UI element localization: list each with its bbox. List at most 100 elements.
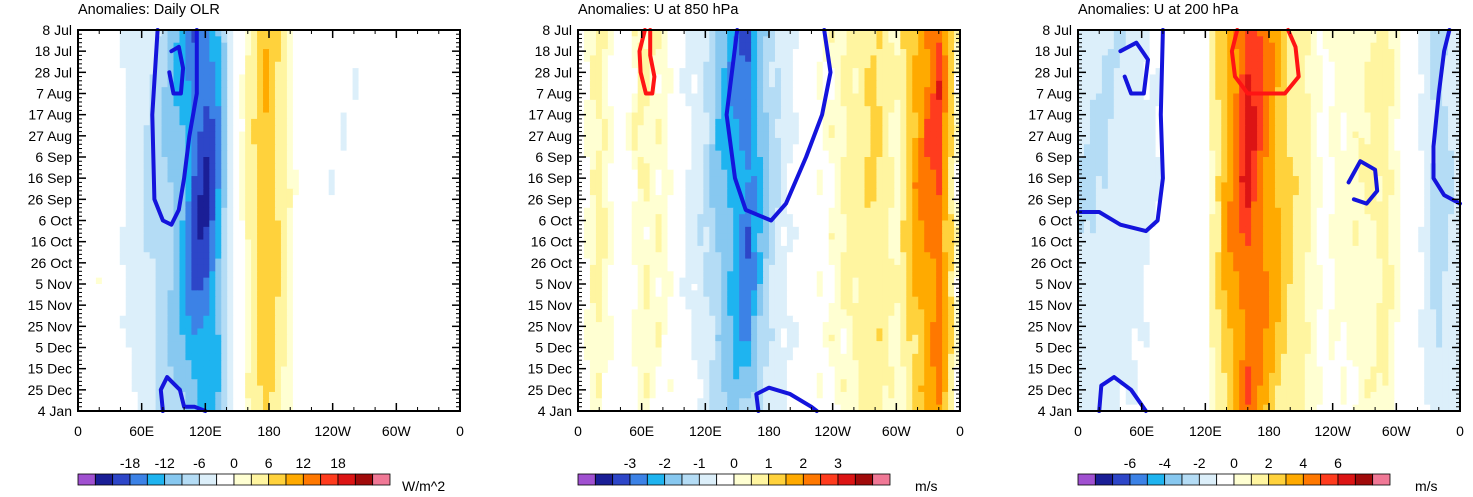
heatmap-cell xyxy=(83,87,91,95)
heatmap-cell xyxy=(346,385,354,393)
heatmap-cell xyxy=(95,99,103,107)
heatmap-cell xyxy=(364,125,372,133)
heatmap-cell xyxy=(936,42,943,50)
heatmap-cell xyxy=(125,42,133,50)
heatmap-cell xyxy=(292,201,300,209)
colorbar-box xyxy=(112,473,131,486)
heatmap-cell xyxy=(406,341,413,349)
heatmap-cell xyxy=(191,315,198,323)
heatmap-cell xyxy=(191,226,198,234)
heatmap-cell xyxy=(161,353,169,361)
heatmap-cell xyxy=(179,360,187,368)
heatmap-cell xyxy=(274,226,282,234)
heatmap-cell xyxy=(286,277,294,285)
heatmap-cell xyxy=(328,169,336,177)
heatmap-cell xyxy=(257,245,264,253)
heatmap-cell xyxy=(107,258,115,266)
heatmap-cell xyxy=(167,353,175,361)
heatmap-cell xyxy=(310,366,318,374)
heatmap-cell xyxy=(685,42,693,50)
heatmap-cell xyxy=(221,157,228,164)
heatmap-cell xyxy=(101,277,109,285)
heatmap-cell xyxy=(292,328,300,336)
heatmap-cell xyxy=(448,106,455,114)
heatmap-cell xyxy=(125,245,133,253)
heatmap-cell xyxy=(340,290,348,298)
heatmap-cell xyxy=(322,271,330,279)
heatmap-cell xyxy=(631,106,639,114)
heatmap-cell xyxy=(197,99,204,107)
heatmap-cell xyxy=(667,99,675,107)
heatmap-cell xyxy=(125,271,133,279)
heatmap-cell xyxy=(274,404,282,412)
colorbar-box xyxy=(77,473,96,486)
heatmap-cell xyxy=(822,106,830,114)
heatmap-cell xyxy=(406,252,413,260)
heatmap-cell xyxy=(322,207,330,215)
heatmap-cell xyxy=(852,99,860,107)
heatmap-cell xyxy=(400,30,407,37)
heatmap-cell xyxy=(322,353,330,361)
heatmap-cell xyxy=(78,404,85,412)
heatmap-cell xyxy=(388,169,395,177)
heatmap-cell xyxy=(292,195,300,203)
heatmap-cell xyxy=(251,264,258,272)
heatmap-cell xyxy=(364,290,372,298)
heatmap-cell xyxy=(739,99,746,107)
heatmap-cell xyxy=(78,157,85,164)
heatmap-cell xyxy=(430,188,437,196)
heatmap-cell xyxy=(376,290,384,298)
heatmap-cell xyxy=(89,201,97,209)
heatmap-cell xyxy=(352,118,360,126)
heatmap-cell xyxy=(595,61,603,69)
heatmap-cell xyxy=(786,61,794,69)
heatmap-cell xyxy=(906,42,913,50)
heatmap-cell xyxy=(430,163,437,171)
heatmap-cell xyxy=(173,188,181,196)
heatmap-cell xyxy=(340,93,348,101)
heatmap-cell xyxy=(203,220,210,228)
heatmap-cell xyxy=(215,106,222,114)
heatmap-cell xyxy=(215,150,222,158)
heatmap-cell xyxy=(78,398,85,406)
heatmap-cell xyxy=(763,106,770,114)
heatmap-cell xyxy=(209,366,216,374)
heatmap-cell xyxy=(739,36,746,44)
heatmap-cell xyxy=(394,93,401,101)
heatmap-cell xyxy=(709,30,716,37)
heatmap-cell xyxy=(310,309,318,317)
heatmap-cell xyxy=(89,220,97,228)
heatmap-cell xyxy=(233,157,240,164)
heatmap-cell xyxy=(78,341,85,349)
heatmap-cell xyxy=(95,80,103,88)
heatmap-cell xyxy=(310,264,318,272)
heatmap-cell xyxy=(448,379,455,387)
heatmap-cell xyxy=(400,118,407,126)
heatmap-cell xyxy=(436,207,443,215)
heatmap-cell xyxy=(304,226,312,234)
heatmap-cell xyxy=(589,74,597,82)
heatmap-cell xyxy=(107,163,115,171)
heatmap-cell xyxy=(83,182,91,190)
heatmap-cell xyxy=(233,296,240,304)
y-tick-label: 5 Nov xyxy=(35,276,72,292)
heatmap-cell xyxy=(227,284,234,291)
heatmap-cell xyxy=(227,271,234,279)
heatmap-cell xyxy=(95,360,103,368)
negative-anomaly-contour xyxy=(167,44,186,96)
heatmap-cell xyxy=(239,284,246,291)
heatmap-cell xyxy=(583,36,591,44)
heatmap-cell xyxy=(263,372,270,380)
heatmap-cell xyxy=(227,233,234,241)
heatmap-cell xyxy=(209,201,216,209)
heatmap-cell xyxy=(442,80,449,88)
heatmap-cell xyxy=(715,49,722,56)
heatmap-cell xyxy=(715,74,722,82)
heatmap-cell xyxy=(619,36,627,44)
heatmap-cell xyxy=(245,176,252,183)
heatmap-cell xyxy=(436,93,443,101)
heatmap-cell xyxy=(358,55,366,63)
heatmap-cell xyxy=(310,271,318,279)
heatmap-cell xyxy=(83,74,91,82)
heatmap-cell xyxy=(679,49,687,56)
